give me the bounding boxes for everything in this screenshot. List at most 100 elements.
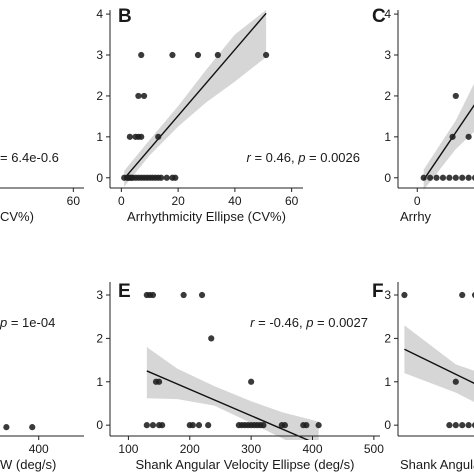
data-point xyxy=(452,422,459,429)
regression-line xyxy=(404,348,474,384)
data-point xyxy=(471,174,474,181)
data-point xyxy=(281,422,288,429)
data-point xyxy=(459,291,466,299)
data-point xyxy=(449,133,456,140)
plot-area xyxy=(121,10,270,187)
data-point xyxy=(163,174,170,181)
data-point xyxy=(205,422,212,429)
data-point xyxy=(172,174,179,181)
data-point xyxy=(465,174,472,181)
y-tick-label: 3 xyxy=(384,48,391,62)
y-tick-label: 2 xyxy=(96,331,103,345)
x-tick-label: 60 xyxy=(67,194,81,208)
data-point xyxy=(315,422,322,429)
data-point xyxy=(155,133,162,140)
y-tick-label: 2 xyxy=(384,89,391,103)
data-point xyxy=(198,291,206,299)
data-point xyxy=(157,174,165,181)
data-point xyxy=(3,424,10,431)
data-point xyxy=(446,422,453,429)
data-point xyxy=(208,335,215,342)
data-point xyxy=(29,424,36,431)
data-point xyxy=(465,422,472,429)
data-point xyxy=(452,174,459,181)
data-point xyxy=(420,174,427,181)
plot-area xyxy=(143,291,322,440)
y-tick-label: 0 xyxy=(96,171,103,185)
confidence-band xyxy=(404,325,474,402)
data-point xyxy=(260,422,267,429)
y-tick-label: 2 xyxy=(384,331,391,345)
regression-line xyxy=(123,12,267,180)
plot-area xyxy=(3,424,36,431)
data-point xyxy=(169,51,176,59)
data-point xyxy=(194,51,202,59)
data-point xyxy=(452,378,459,385)
data-point xyxy=(140,92,148,100)
confidence-band xyxy=(146,347,319,440)
data-point xyxy=(135,92,142,100)
data-point xyxy=(138,51,145,59)
x-tick-label: 500 xyxy=(364,442,384,456)
x-tick-label: 60 xyxy=(285,194,299,208)
x-axis-title: Arrhythmicity Ellipse (CV%) xyxy=(127,209,286,224)
panel-letter: B xyxy=(118,6,132,27)
y-tick-label: 1 xyxy=(384,130,391,144)
data-point xyxy=(427,174,434,181)
x-axis-title: Arrhy xyxy=(400,209,432,224)
plot-area xyxy=(401,291,474,429)
y-tick-label: 3 xyxy=(96,288,103,302)
x-tick-label: 40 xyxy=(228,194,242,208)
panel-letter: F xyxy=(372,281,384,302)
x-tick-label: 100 xyxy=(118,442,138,456)
y-tick-label: 1 xyxy=(96,130,103,144)
y-tick-label: 3 xyxy=(96,48,103,62)
x-axis-title: Shank Angular Velo xyxy=(400,457,474,472)
y-tick-label: 2 xyxy=(96,89,103,103)
confidence-band xyxy=(423,83,474,191)
regression-line xyxy=(423,104,474,181)
regression-line xyxy=(146,370,310,440)
x-tick-label: 300 xyxy=(241,442,261,456)
panel-letter: C xyxy=(372,6,386,27)
data-point xyxy=(149,422,157,429)
data-point xyxy=(471,422,474,429)
panel-e: 0 1 2 3 100 200 300 400 500 Shank Angular Velocit… xyxy=(96,281,384,472)
data-point xyxy=(159,422,166,429)
panel-letter: E xyxy=(118,281,131,302)
x-tick-label: 20 xyxy=(171,194,185,208)
data-point xyxy=(446,174,453,181)
x-axis-title: Shank Angular Velocity Ellipse (deg/s) xyxy=(136,457,355,472)
x-tick-label: 0 xyxy=(414,194,421,208)
data-point xyxy=(452,92,459,100)
data-point xyxy=(248,378,255,385)
y-tick-label: 4 xyxy=(96,7,103,21)
data-point xyxy=(303,422,310,429)
x-tick-label: 400 xyxy=(29,442,49,456)
plot-area xyxy=(420,83,474,191)
data-point xyxy=(263,51,270,59)
data-point xyxy=(459,174,466,181)
data-point xyxy=(189,422,196,429)
y-tick-label: 3 xyxy=(384,288,391,302)
stat-annotation: p = 1e-04 xyxy=(0,315,55,330)
data-point xyxy=(155,378,163,385)
x-tick-label: 0 xyxy=(118,194,125,208)
x-axis-title: W (deg/s) xyxy=(0,457,56,472)
y-tick-label: 1 xyxy=(384,375,391,389)
data-point xyxy=(138,133,145,140)
x-tick-label: 200 xyxy=(180,442,200,456)
y-tick-label: 0 xyxy=(96,418,103,432)
x-axis-title: CV%) xyxy=(0,209,34,224)
y-tick-label: 0 xyxy=(384,418,391,432)
stat-annotation: r = -0.46, p = 0.0027 xyxy=(250,315,368,330)
stat-annotation: = 6.4e-0.6 xyxy=(0,150,59,165)
data-point xyxy=(471,292,474,298)
panel-f: 0 1 2 3 Shank Angular Velo F xyxy=(372,281,474,472)
data-point xyxy=(143,422,150,429)
data-point xyxy=(401,291,408,299)
